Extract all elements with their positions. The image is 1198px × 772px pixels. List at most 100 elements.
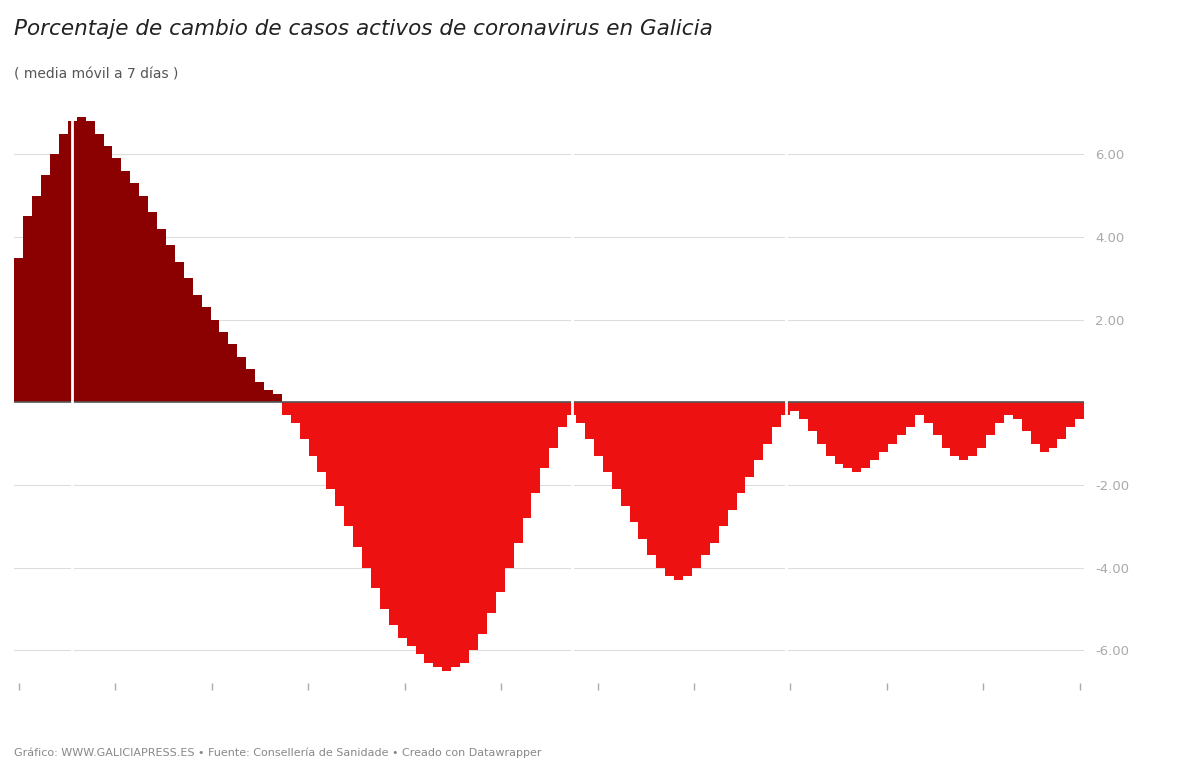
Bar xyxy=(113,158,121,402)
Bar xyxy=(131,183,139,402)
Bar xyxy=(817,402,825,444)
Bar xyxy=(594,402,603,456)
Bar xyxy=(406,402,416,646)
Bar xyxy=(50,154,59,402)
Bar xyxy=(95,134,103,402)
Bar xyxy=(576,402,585,423)
Bar xyxy=(719,402,727,527)
Bar xyxy=(1076,402,1084,418)
Bar xyxy=(103,146,113,402)
Bar xyxy=(807,402,817,432)
Bar xyxy=(183,278,193,402)
Bar xyxy=(389,402,398,625)
Bar xyxy=(1030,402,1040,444)
Bar xyxy=(380,402,389,609)
Bar xyxy=(255,381,264,402)
Bar xyxy=(317,402,326,472)
Bar xyxy=(201,307,211,402)
Bar xyxy=(291,402,300,423)
Bar xyxy=(1004,402,1012,415)
Bar xyxy=(335,402,344,506)
Bar xyxy=(424,402,434,662)
Bar xyxy=(452,402,460,667)
Bar xyxy=(264,390,273,402)
Bar xyxy=(167,245,175,402)
Bar xyxy=(674,402,683,580)
Bar xyxy=(59,134,68,402)
Bar xyxy=(612,402,621,489)
Bar xyxy=(353,402,362,547)
Bar xyxy=(1022,402,1030,432)
Bar xyxy=(773,402,781,427)
Bar xyxy=(1040,402,1048,452)
Bar xyxy=(629,402,639,522)
Bar xyxy=(1066,402,1076,427)
Bar xyxy=(540,402,550,469)
Bar xyxy=(567,402,576,415)
Bar xyxy=(906,402,915,427)
Bar xyxy=(14,258,23,402)
Bar xyxy=(478,402,486,634)
Bar xyxy=(665,402,674,576)
Bar xyxy=(996,402,1004,423)
Bar xyxy=(514,402,522,543)
Bar xyxy=(709,402,719,543)
Bar xyxy=(470,402,478,650)
Bar xyxy=(727,402,737,510)
Bar xyxy=(86,121,95,402)
Bar xyxy=(496,402,504,592)
Bar xyxy=(799,402,807,418)
Bar xyxy=(924,402,932,423)
Bar xyxy=(861,402,870,469)
Bar xyxy=(888,402,897,444)
Bar xyxy=(853,402,861,472)
Bar xyxy=(1058,402,1066,439)
Bar xyxy=(978,402,986,448)
Bar xyxy=(683,402,692,576)
Bar xyxy=(942,402,950,448)
Bar xyxy=(68,121,77,402)
Bar xyxy=(932,402,942,435)
Bar xyxy=(755,402,763,460)
Bar xyxy=(657,402,665,567)
Text: Gráfico: WWW.GALICIAPRESS.ES • Fuente: Consellería de Sanidade • Creado con Data: Gráfico: WWW.GALICIAPRESS.ES • Fuente: C… xyxy=(14,747,541,758)
Bar xyxy=(32,195,41,402)
Bar xyxy=(41,175,50,402)
Bar xyxy=(229,344,237,402)
Bar xyxy=(870,402,879,460)
Bar xyxy=(745,402,755,476)
Bar xyxy=(639,402,647,539)
Bar xyxy=(193,295,201,402)
Bar xyxy=(246,369,255,402)
Bar xyxy=(371,402,380,588)
Text: ( media móvil a 7 días ): ( media móvil a 7 días ) xyxy=(14,68,179,82)
Bar xyxy=(701,402,709,555)
Bar xyxy=(300,402,309,439)
Bar xyxy=(960,402,968,460)
Bar xyxy=(219,332,229,402)
Bar xyxy=(273,394,282,402)
Bar xyxy=(692,402,701,567)
Bar xyxy=(504,402,514,567)
Bar xyxy=(558,402,567,427)
Bar xyxy=(843,402,853,469)
Bar xyxy=(522,402,532,518)
Bar xyxy=(121,171,131,402)
Bar xyxy=(434,402,442,667)
Bar xyxy=(416,402,424,655)
Bar xyxy=(532,402,540,493)
Bar xyxy=(915,402,924,415)
Bar xyxy=(149,212,157,402)
Bar xyxy=(835,402,843,464)
Bar xyxy=(211,320,219,402)
Bar xyxy=(825,402,835,456)
Bar xyxy=(621,402,629,506)
Bar xyxy=(398,402,406,638)
Bar xyxy=(309,402,317,456)
Bar xyxy=(1012,402,1022,418)
Bar xyxy=(486,402,496,613)
Bar xyxy=(139,195,149,402)
Bar xyxy=(442,402,452,671)
Bar xyxy=(879,402,888,452)
Bar xyxy=(763,402,773,444)
